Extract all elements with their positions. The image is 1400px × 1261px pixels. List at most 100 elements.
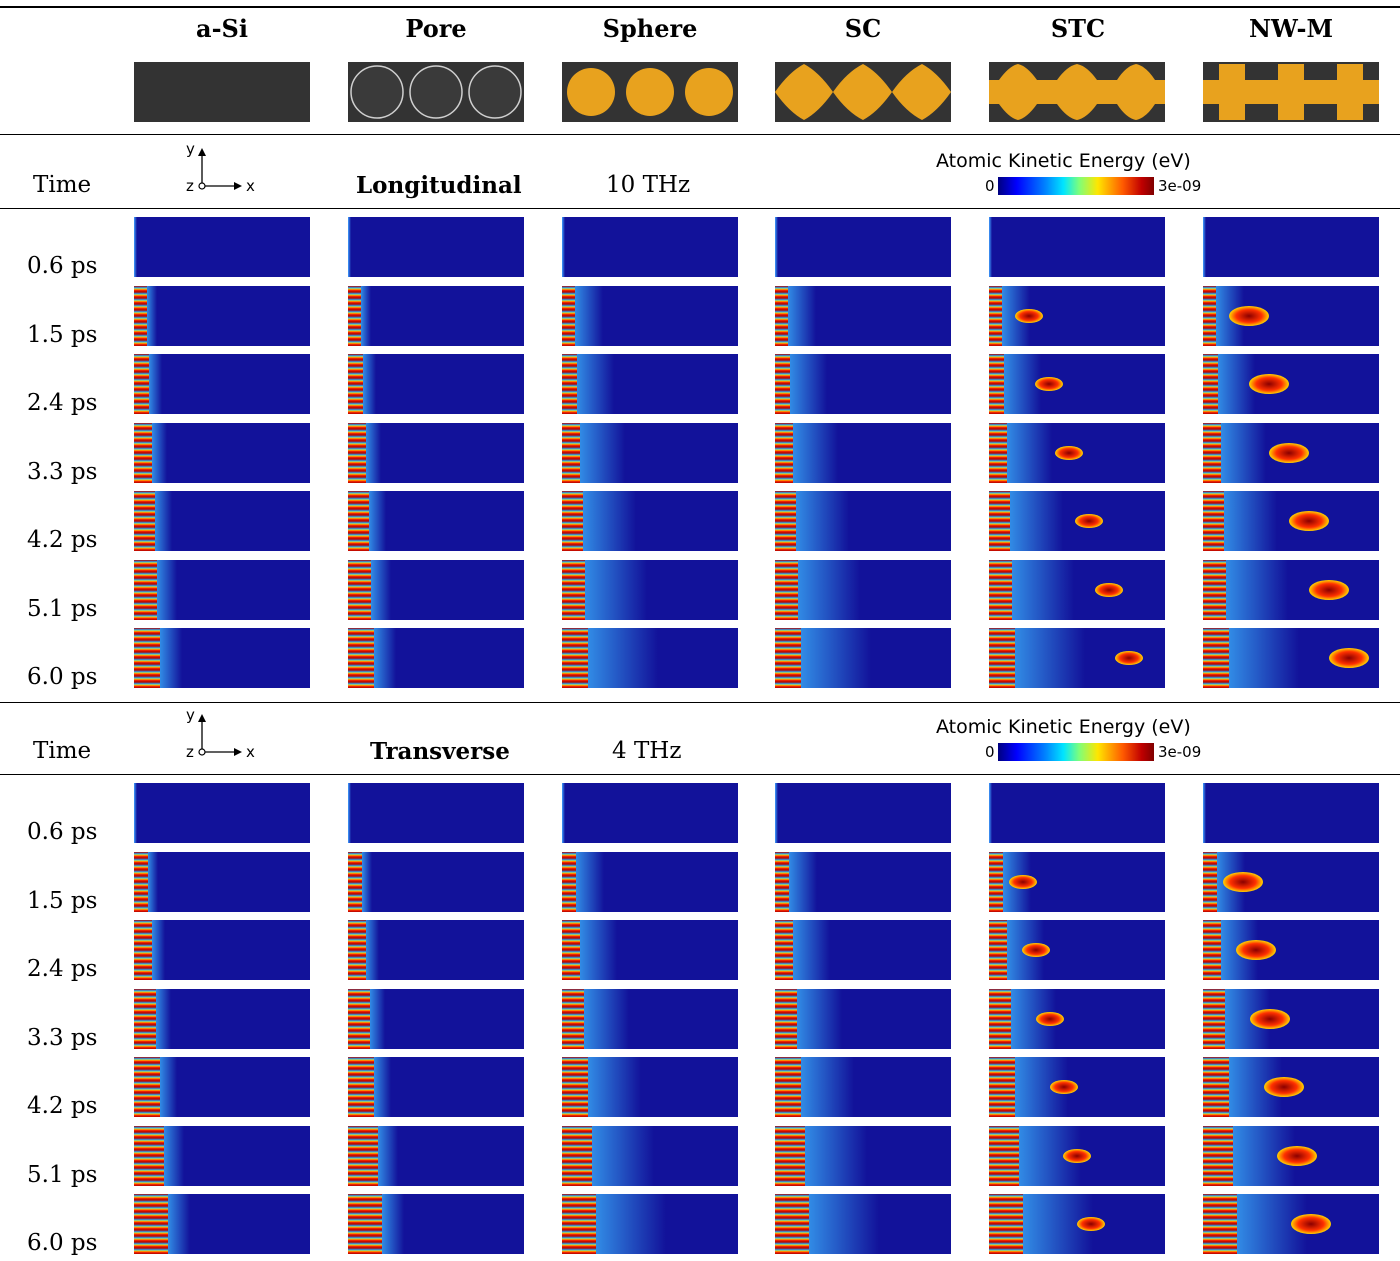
- kinetic-energy-panel: [348, 988, 524, 1049]
- kinetic-energy-panel: [775, 559, 951, 620]
- colorbar-max-label: 3e-09: [1158, 743, 1202, 761]
- kinetic-energy-panel: [348, 1057, 524, 1117]
- kinetic-energy-panel: [989, 559, 1165, 620]
- kinetic-energy-panel: [989, 217, 1165, 277]
- structure-thumbnail-sphere: [562, 62, 738, 122]
- kinetic-energy-panel: [134, 354, 310, 414]
- colorbar-min-label: 0: [985, 743, 995, 761]
- kinetic-energy-panel: [348, 1125, 524, 1186]
- kinetic-energy-panel: [562, 628, 738, 688]
- kinetic-energy-panel: [562, 851, 738, 912]
- kinetic-energy-panel: [1203, 559, 1379, 620]
- kinetic-energy-panel: [989, 1057, 1165, 1117]
- kinetic-energy-panel: [989, 851, 1165, 912]
- axis-label-z: z: [186, 177, 194, 195]
- kinetic-energy-panel: [1203, 354, 1379, 414]
- kinetic-energy-panel: [348, 1194, 524, 1254]
- kinetic-energy-panel: [1203, 285, 1379, 346]
- kinetic-energy-panel: [134, 1125, 310, 1186]
- kinetic-energy-panel: [134, 920, 310, 980]
- column-header-sphere: Sphere: [602, 14, 698, 43]
- kinetic-energy-panel: [989, 988, 1165, 1049]
- kinetic-energy-panel: [348, 559, 524, 620]
- time-row-label: 4.2 ps: [27, 1093, 98, 1119]
- section-divider-rule: [0, 702, 1400, 703]
- time-header: Time: [33, 172, 92, 198]
- kinetic-energy-panel: [775, 491, 951, 551]
- kinetic-energy-panel: [134, 422, 310, 483]
- kinetic-energy-panel: [989, 920, 1165, 980]
- structure-thumbnail-pore: [348, 62, 524, 122]
- time-row-label: 5.1 ps: [27, 1161, 98, 1188]
- kinetic-energy-panel: [775, 1125, 951, 1186]
- axis-label-z: z: [186, 743, 194, 761]
- axis-label-x: x: [246, 743, 255, 761]
- time-header: Time: [33, 738, 92, 764]
- kinetic-energy-panel: [348, 422, 524, 483]
- kinetic-energy-panel: [562, 285, 738, 346]
- kinetic-energy-panel: [134, 491, 310, 551]
- axes-indicator: y z x: [180, 140, 260, 200]
- kinetic-energy-panel: [775, 285, 951, 346]
- time-row-label: 0.6 ps: [27, 253, 98, 279]
- header-rule: [0, 134, 1400, 135]
- kinetic-energy-panel: [1203, 1057, 1379, 1117]
- kinetic-energy-panel: [134, 1194, 310, 1254]
- column-header-pore: Pore: [405, 14, 467, 43]
- kinetic-energy-panel: [562, 354, 738, 414]
- column-header-nw-m: NW-M: [1248, 14, 1334, 43]
- colorbar-max-label: 3e-09: [1158, 177, 1202, 195]
- kinetic-energy-panel: [989, 354, 1165, 414]
- kinetic-energy-panel: [1203, 783, 1379, 843]
- time-row-label: 3.3 ps: [27, 458, 98, 485]
- kinetic-energy-panel: [775, 628, 951, 688]
- kinetic-energy-panel: [134, 851, 310, 912]
- time-row-label: 0.6 ps: [27, 819, 98, 845]
- kinetic-energy-panel: [348, 851, 524, 912]
- structure-thumbnail-sc: [775, 62, 951, 122]
- kinetic-energy-panel: [989, 628, 1165, 688]
- kinetic-energy-panel: [989, 491, 1165, 551]
- kinetic-energy-panel: [562, 920, 738, 980]
- kinetic-energy-panel: [134, 285, 310, 346]
- kinetic-energy-panel: [562, 217, 738, 277]
- kinetic-energy-panel: [775, 783, 951, 843]
- kinetic-energy-panel: [562, 988, 738, 1049]
- kinetic-energy-panel: [134, 559, 310, 620]
- kinetic-energy-panel: [775, 920, 951, 980]
- kinetic-energy-panel: [1203, 851, 1379, 912]
- mode-label: Transverse: [370, 738, 510, 765]
- kinetic-energy-panel: [348, 920, 524, 980]
- frequency-label: 10 THz: [606, 172, 691, 198]
- kinetic-energy-panel: [1203, 920, 1379, 980]
- colorbar-gradient: [998, 743, 1154, 761]
- column-header-a-si: a-Si: [196, 14, 248, 43]
- mode-label: Longitudinal: [356, 172, 522, 199]
- kinetic-energy-panel: [348, 491, 524, 551]
- axis-label-y: y: [186, 706, 195, 724]
- time-row-label: 2.4 ps: [27, 956, 98, 982]
- colorbar-title: Atomic Kinetic Energy (eV): [936, 716, 1191, 738]
- colorbar-gradient: [998, 177, 1154, 195]
- kinetic-energy-panel: [562, 559, 738, 620]
- top-rule: [0, 6, 1400, 8]
- colorbar-title: Atomic Kinetic Energy (eV): [936, 150, 1191, 172]
- time-row-label: 3.3 ps: [27, 1024, 98, 1051]
- structure-thumbnail-stc: [989, 62, 1165, 122]
- kinetic-energy-panel: [134, 783, 310, 843]
- kinetic-energy-panel: [989, 285, 1165, 346]
- kinetic-energy-panel: [134, 628, 310, 688]
- kinetic-energy-panel: [562, 1194, 738, 1254]
- kinetic-energy-panel: [1203, 1125, 1379, 1186]
- kinetic-energy-panel: [1203, 422, 1379, 483]
- kinetic-energy-panel: [775, 1194, 951, 1254]
- column-header-stc: STC: [1050, 14, 1106, 43]
- kinetic-energy-panel: [348, 354, 524, 414]
- column-header-sc: SC: [844, 14, 882, 43]
- kinetic-energy-panel: [775, 988, 951, 1049]
- axis-label-y: y: [186, 140, 195, 158]
- time-row-label: 1.5 ps: [27, 321, 98, 348]
- axes-indicator: y z x: [180, 706, 260, 766]
- time-row-label: 5.1 ps: [27, 595, 98, 622]
- axes-arrows-icon: [198, 714, 242, 756]
